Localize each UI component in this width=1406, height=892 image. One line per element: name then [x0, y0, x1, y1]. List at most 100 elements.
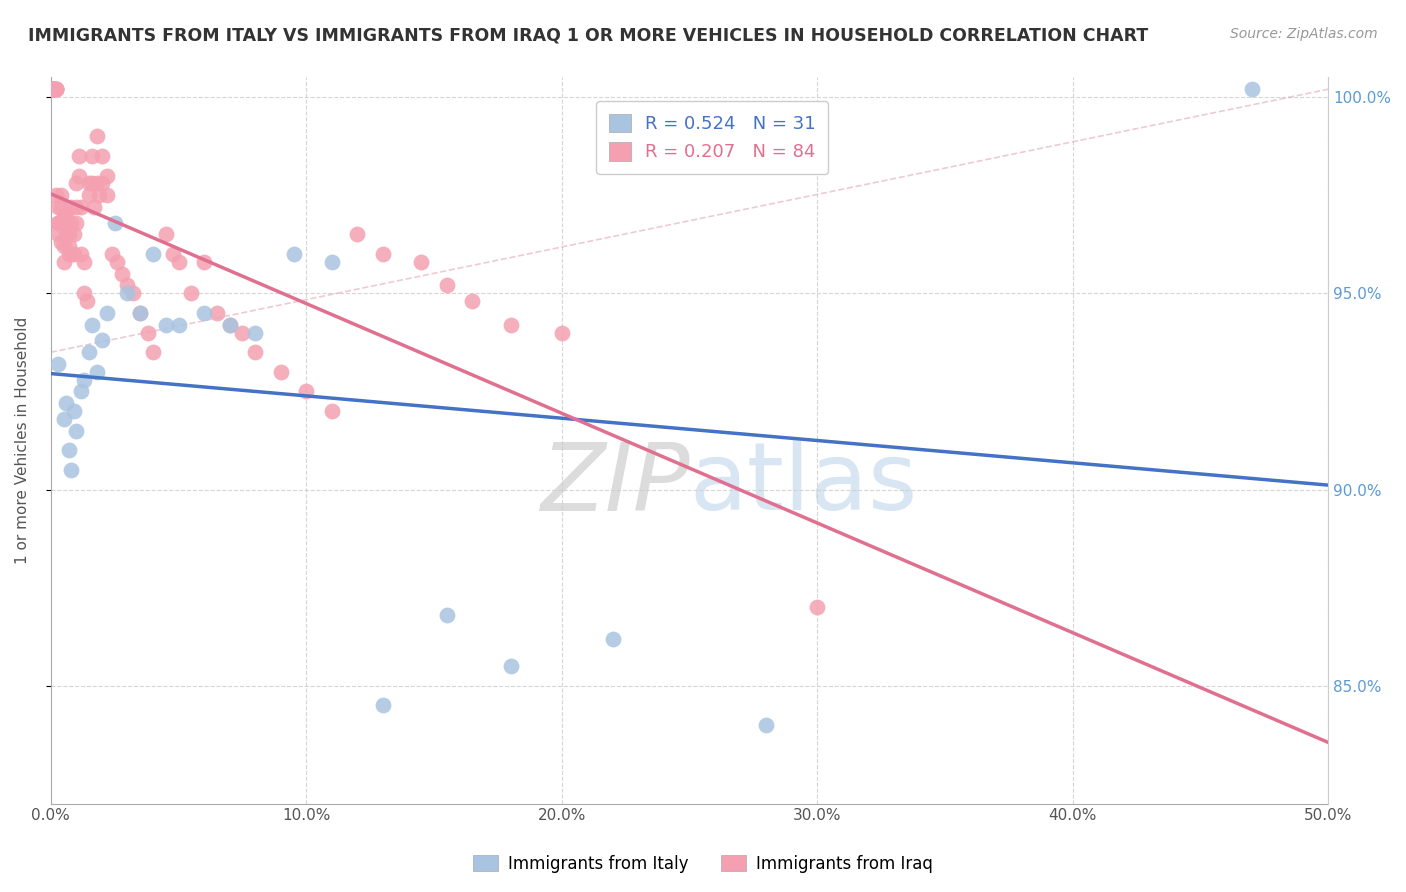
- Point: [42, 82, 65, 96]
- Point: [58, 227, 80, 242]
- Point: [155, 227, 177, 242]
- Point: [117, 286, 139, 301]
- Point: [42, 82, 65, 96]
- Point: [63, 247, 86, 261]
- Point: [193, 306, 215, 320]
- Point: [45, 82, 67, 96]
- Point: [436, 608, 458, 623]
- Point: [104, 216, 127, 230]
- Point: [142, 247, 165, 261]
- Point: [42, 82, 65, 96]
- Point: [58, 239, 80, 253]
- Point: [65, 177, 87, 191]
- Point: [755, 718, 778, 732]
- Point: [65, 216, 87, 230]
- Point: [45, 82, 67, 96]
- Point: [142, 345, 165, 359]
- Point: [136, 326, 159, 340]
- Point: [346, 227, 368, 242]
- Point: [48, 357, 70, 371]
- Point: [371, 247, 394, 261]
- Point: [231, 326, 253, 340]
- Point: [55, 208, 77, 222]
- Point: [48, 216, 70, 230]
- Point: [42, 82, 65, 96]
- Point: [49, 188, 72, 202]
- Point: [411, 255, 433, 269]
- Point: [77, 177, 100, 191]
- Point: [105, 255, 128, 269]
- Point: [86, 129, 108, 144]
- Point: [58, 443, 80, 458]
- Point: [111, 267, 134, 281]
- Point: [67, 169, 90, 183]
- Point: [371, 698, 394, 713]
- Legend: R = 0.524   N = 31, R = 0.207   N = 84: R = 0.524 N = 31, R = 0.207 N = 84: [596, 101, 828, 174]
- Point: [42, 82, 65, 96]
- Text: atlas: atlas: [689, 438, 918, 530]
- Point: [52, 216, 75, 230]
- Point: [499, 318, 522, 332]
- Point: [129, 306, 152, 320]
- Point: [90, 177, 112, 191]
- Point: [55, 396, 77, 410]
- Point: [96, 306, 118, 320]
- Point: [73, 255, 96, 269]
- Point: [45, 82, 67, 96]
- Point: [70, 247, 93, 261]
- Point: [70, 200, 93, 214]
- Point: [76, 294, 98, 309]
- Point: [70, 384, 93, 399]
- Point: [321, 404, 343, 418]
- Point: [52, 239, 75, 253]
- Point: [42, 82, 65, 96]
- Point: [321, 255, 343, 269]
- Point: [60, 200, 83, 214]
- Point: [48, 216, 70, 230]
- Point: [89, 188, 111, 202]
- Point: [58, 247, 80, 261]
- Point: [48, 227, 70, 242]
- Point: [49, 216, 72, 230]
- Point: [90, 149, 112, 163]
- Point: [52, 208, 75, 222]
- Point: [96, 169, 118, 183]
- Point: [551, 326, 574, 340]
- Point: [90, 334, 112, 348]
- Y-axis label: 1 or more Vehicles in Household: 1 or more Vehicles in Household: [15, 317, 30, 564]
- Point: [129, 306, 152, 320]
- Point: [83, 200, 105, 214]
- Point: [218, 318, 240, 332]
- Point: [52, 255, 75, 269]
- Legend: Immigrants from Italy, Immigrants from Iraq: Immigrants from Italy, Immigrants from I…: [465, 848, 941, 880]
- Point: [205, 306, 228, 320]
- Point: [86, 365, 108, 379]
- Point: [499, 659, 522, 673]
- Point: [45, 82, 67, 96]
- Point: [49, 200, 72, 214]
- Point: [65, 424, 87, 438]
- Point: [101, 247, 124, 261]
- Point: [65, 200, 87, 214]
- Point: [80, 318, 103, 332]
- Point: [48, 200, 70, 214]
- Text: ZIP: ZIP: [540, 439, 689, 530]
- Point: [45, 188, 67, 202]
- Point: [117, 278, 139, 293]
- Point: [80, 149, 103, 163]
- Point: [218, 318, 240, 332]
- Point: [155, 318, 177, 332]
- Point: [167, 255, 190, 269]
- Point: [86, 177, 108, 191]
- Point: [77, 345, 100, 359]
- Text: IMMIGRANTS FROM ITALY VS IMMIGRANTS FROM IRAQ 1 OR MORE VEHICLES IN HOUSEHOLD CO: IMMIGRANTS FROM ITALY VS IMMIGRANTS FROM…: [28, 27, 1149, 45]
- Point: [461, 294, 484, 309]
- Point: [602, 632, 624, 646]
- Point: [806, 600, 828, 615]
- Point: [67, 149, 90, 163]
- Point: [52, 412, 75, 426]
- Point: [193, 255, 215, 269]
- Point: [270, 365, 292, 379]
- Point: [245, 326, 267, 340]
- Point: [63, 227, 86, 242]
